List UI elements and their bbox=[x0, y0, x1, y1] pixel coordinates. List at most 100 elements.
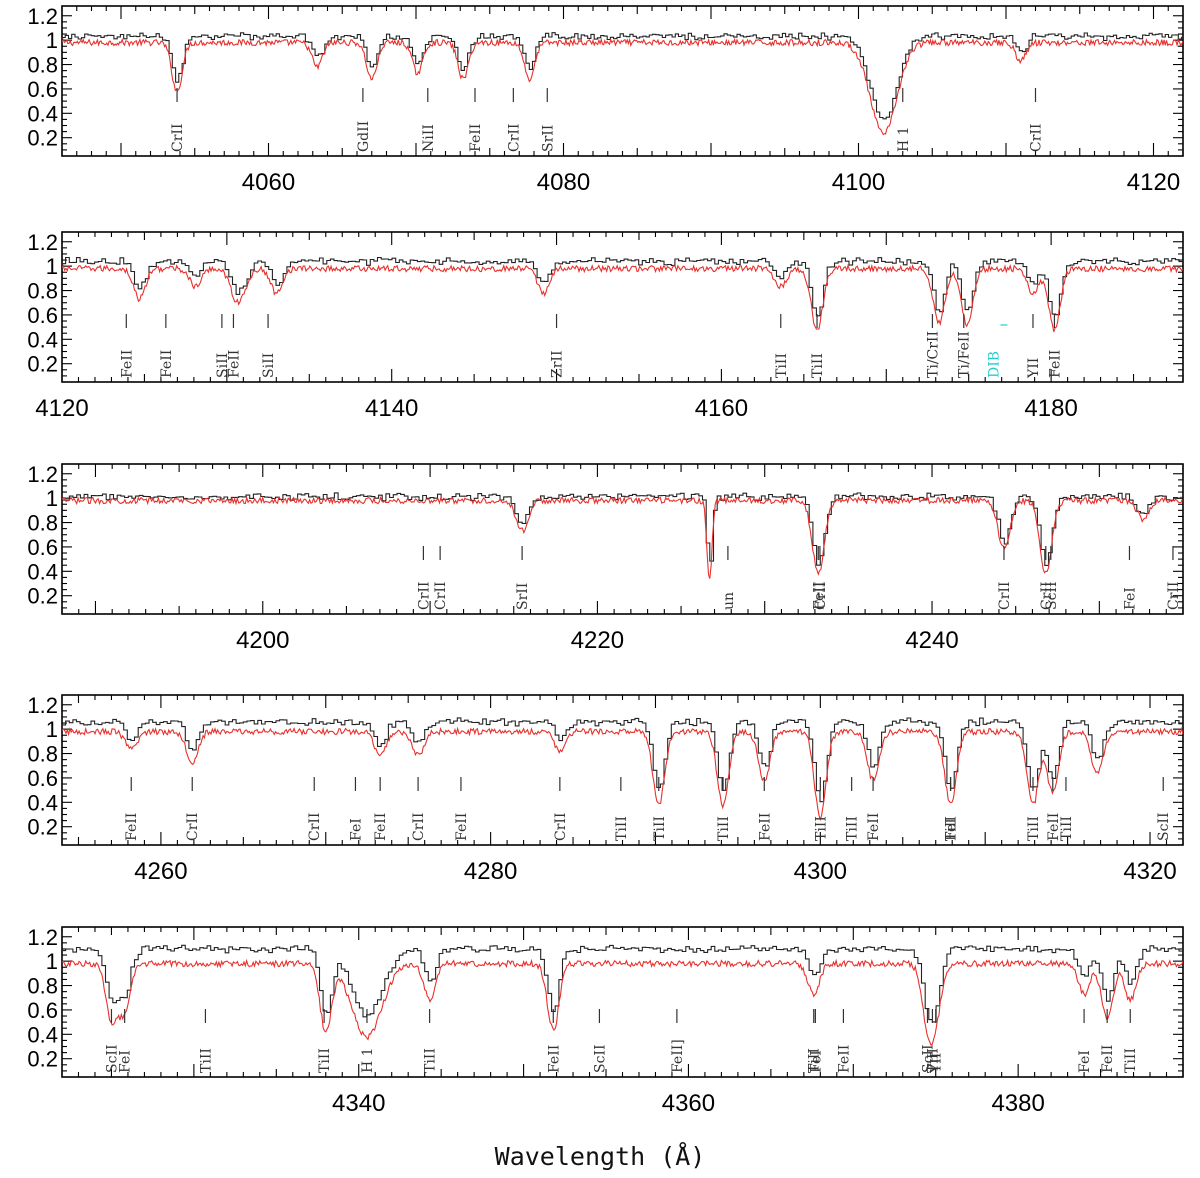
spectra bbox=[62, 256, 1183, 333]
panel-frame bbox=[61, 5, 1184, 157]
x-tick-label: 4120 bbox=[1127, 169, 1180, 196]
line-label: Ti/CrII bbox=[925, 331, 941, 378]
line-label: FeII bbox=[454, 813, 470, 841]
x-tick-label: 4240 bbox=[905, 627, 958, 654]
line-label: CrII bbox=[307, 813, 323, 841]
line-label: TiII bbox=[1026, 816, 1042, 841]
y-tick-label: 1 bbox=[46, 717, 58, 742]
spectra bbox=[62, 32, 1183, 136]
x-tick-label: 4120 bbox=[35, 395, 88, 422]
line-label: TiII bbox=[845, 816, 861, 841]
x-tick-label: 4200 bbox=[236, 627, 289, 654]
x-tick-label: 4220 bbox=[571, 627, 624, 654]
line-label: TiII bbox=[925, 1048, 941, 1073]
y-tick-label: 0.8 bbox=[27, 279, 58, 304]
y-tick-label: 0.6 bbox=[27, 998, 58, 1023]
line-label: FeII bbox=[866, 813, 882, 841]
y-tick-label: 0.2 bbox=[27, 815, 58, 840]
line-label: DIB bbox=[986, 351, 1002, 378]
panel-4: 1.210.80.60.40.2 4260 4280 4300 4320 FeII CrII… bbox=[27, 693, 1184, 885]
line-label: TiII bbox=[944, 816, 960, 841]
line-label: TiII bbox=[317, 1048, 333, 1073]
line-label: FeII bbox=[546, 1045, 562, 1073]
line-label: FeI bbox=[944, 818, 960, 841]
panel-frame bbox=[61, 463, 1184, 615]
line-label: SiII bbox=[215, 353, 231, 378]
x-tick-label: 4380 bbox=[991, 1090, 1044, 1117]
series-observed bbox=[62, 717, 1183, 803]
line-label: FeI bbox=[118, 1050, 134, 1073]
line-label: TiII bbox=[614, 816, 630, 841]
x-tick-label: 4100 bbox=[832, 169, 885, 196]
series-observed bbox=[62, 944, 1183, 1023]
line-label: TiII bbox=[716, 816, 732, 841]
x-tick-label: 4160 bbox=[695, 395, 748, 422]
line-label: FeII bbox=[124, 813, 140, 841]
series-model bbox=[62, 263, 1183, 333]
y-tick-label: 0.8 bbox=[27, 974, 58, 999]
line-label: YII bbox=[1026, 358, 1042, 379]
y-tick-label: 0.8 bbox=[27, 53, 58, 78]
line-label: un bbox=[721, 592, 737, 610]
y-tick-label: 1.2 bbox=[27, 693, 58, 718]
line-label: SrII bbox=[540, 125, 556, 152]
y-tick-label: 1 bbox=[46, 486, 58, 511]
line-label: YII bbox=[929, 1053, 945, 1074]
line-label: FeI bbox=[1077, 1050, 1093, 1073]
line-label: SiII bbox=[261, 353, 277, 378]
line-label: FeII bbox=[757, 813, 773, 841]
y-tick-label: 1 bbox=[46, 254, 58, 279]
y-tick-label: 1.2 bbox=[27, 462, 58, 487]
line-label: CrII bbox=[433, 582, 449, 610]
x-tick-label: 4080 bbox=[537, 169, 590, 196]
line-label: TiII bbox=[423, 1048, 439, 1073]
y-tick-label: 0.6 bbox=[27, 303, 58, 328]
line-label: TiII bbox=[813, 816, 829, 841]
line-label: CrII bbox=[1029, 124, 1045, 152]
line-label: FeII bbox=[1100, 1045, 1116, 1073]
panel-2: 1.210.80.60.40.2 4120 4140 4160 4180 FeII FeII… bbox=[27, 230, 1184, 422]
y-tick-label: 0.8 bbox=[27, 742, 58, 767]
series-model bbox=[62, 726, 1183, 822]
series-model bbox=[62, 958, 1183, 1046]
x-tick-label: 4300 bbox=[794, 858, 847, 885]
y-tick-label: 0.4 bbox=[27, 1022, 58, 1047]
line-label: CrII bbox=[997, 582, 1013, 610]
y-tick-label: 1.2 bbox=[27, 4, 58, 29]
line-label: FeI bbox=[1122, 587, 1138, 610]
y-tick-label: 0.4 bbox=[27, 101, 58, 126]
y-tick-label: 1 bbox=[46, 949, 58, 974]
line-label: H 1 bbox=[360, 1047, 376, 1073]
line-label: SrII bbox=[515, 583, 531, 610]
line-label: FeII bbox=[1046, 813, 1062, 841]
spectra bbox=[62, 944, 1183, 1046]
line-label: FeII bbox=[159, 350, 175, 378]
line-label: FeII bbox=[373, 813, 389, 841]
line-label: CrII bbox=[506, 124, 522, 152]
line-label: CrII bbox=[170, 124, 186, 152]
x-tick-label: 4320 bbox=[1123, 858, 1176, 885]
line-label: FeII bbox=[226, 350, 242, 378]
series-observed bbox=[62, 256, 1183, 317]
x-axis-label: Wavelength (Å) bbox=[494, 1142, 706, 1171]
series-observed bbox=[62, 492, 1182, 566]
y-tick-label: 0.6 bbox=[27, 77, 58, 102]
line-label: TiII bbox=[1059, 816, 1075, 841]
line-label: CrII bbox=[411, 813, 427, 841]
y-tick-label: 0.2 bbox=[27, 352, 58, 377]
y-tick-label: 0.8 bbox=[27, 511, 58, 536]
y-tick-label: 0.6 bbox=[27, 535, 58, 560]
x-tick-label: 4140 bbox=[365, 395, 418, 422]
line-label: ZrII bbox=[550, 351, 566, 378]
line-label: CrII bbox=[416, 582, 432, 610]
y-tick-label: 0.4 bbox=[27, 559, 58, 584]
y-tick-label: 1.2 bbox=[27, 230, 58, 255]
y-tick-label: 0.4 bbox=[27, 327, 58, 352]
x-tick-label: 4260 bbox=[134, 858, 187, 885]
line-label: FeI bbox=[348, 818, 364, 841]
line-label: FeII bbox=[836, 1045, 852, 1073]
line-label: CrII bbox=[813, 582, 829, 610]
